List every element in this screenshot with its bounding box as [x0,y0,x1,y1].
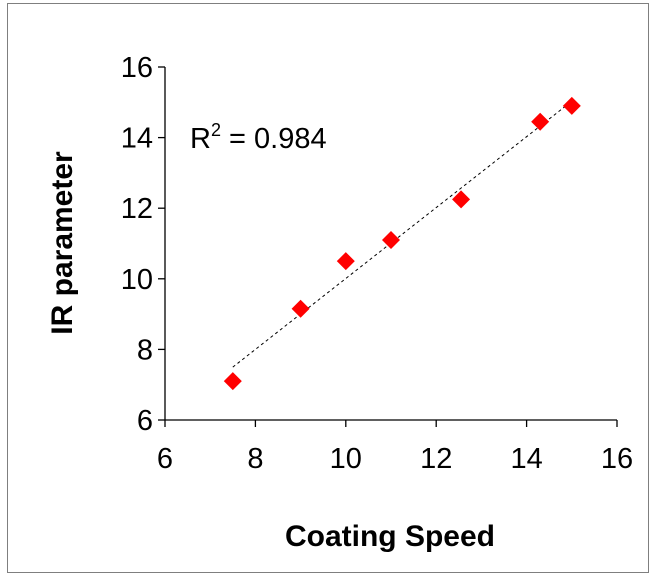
x-tick-label: 10 [330,443,362,475]
data-point [336,252,355,271]
y-axis: 6 8 10 12 14 16 [121,52,166,437]
x-tick-label: 14 [510,443,542,475]
data-points [223,96,581,391]
y-tick-label: 6 [137,405,153,437]
x-tick-label: 8 [247,443,263,475]
r-squared-value: = 0.984 [221,123,327,155]
r-squared-label: R [190,123,211,155]
chart-frame [7,3,649,573]
x-tick-label: 6 [157,443,173,475]
x-tick-label: 12 [420,443,452,475]
y-tick-label: 14 [121,123,153,155]
y-tick-label: 16 [121,52,153,84]
data-point [531,112,550,131]
data-point [562,96,581,115]
y-tick-label: 10 [121,264,153,296]
r-squared-annotation: R2 = 0.984 [190,120,327,155]
r-squared-superscript: 2 [211,120,221,140]
x-axis: 6 8 10 12 14 16 [157,419,633,475]
x-axis-title: Coating Speed [285,520,495,553]
data-point [452,190,471,209]
data-point [223,372,242,391]
data-point [382,230,400,249]
y-tick-label: 12 [121,193,153,225]
y-axis-title: IR parameter [46,151,79,335]
data-point [291,299,310,318]
y-tick-label: 8 [137,334,153,366]
x-tick-label: 16 [601,443,633,475]
